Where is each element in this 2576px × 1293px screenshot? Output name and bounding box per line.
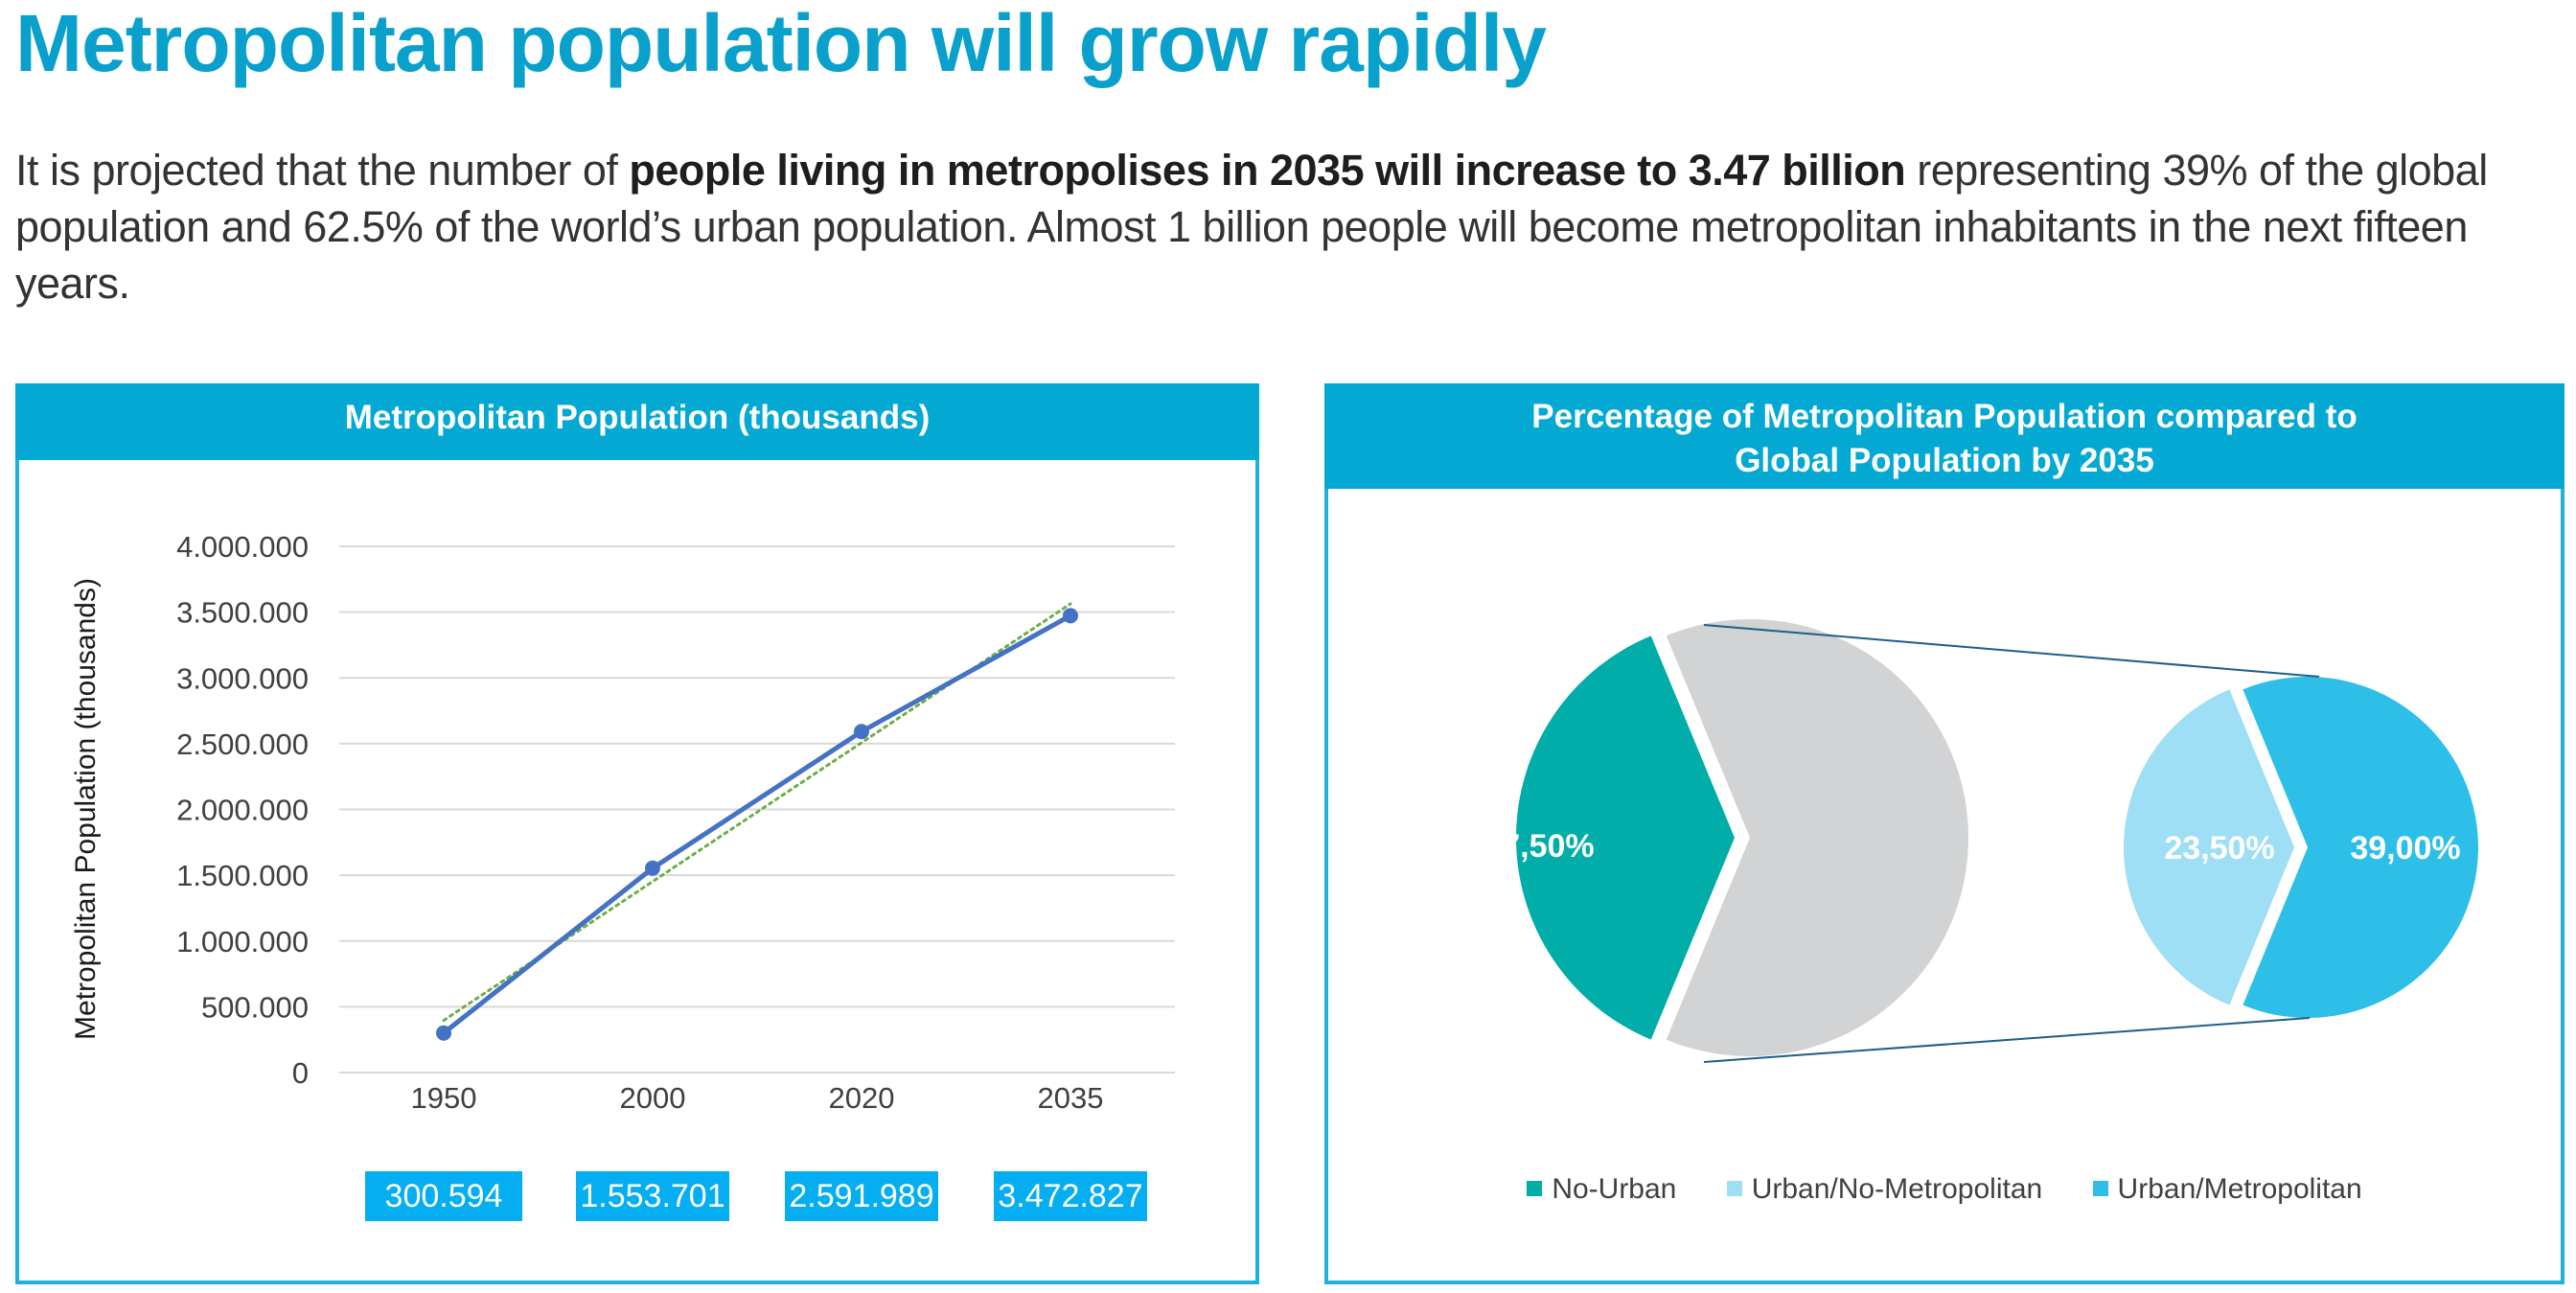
legend-label-urban-metropolitan: Urban/Metropolitan bbox=[2117, 1173, 2362, 1205]
connector-line-top bbox=[1703, 624, 2320, 678]
x-tick-label: 2035 bbox=[1038, 1081, 1104, 1115]
slice-urban-no-metropolitan bbox=[2124, 689, 2294, 1005]
line-chart-panel: Metropolitan Population (thousands) 0 500… bbox=[15, 383, 1259, 1284]
pie-chart-title-line-2: Global Population by 2035 bbox=[1735, 442, 2154, 479]
y-tick-label: 4.000.000 bbox=[176, 530, 309, 564]
legend-item-no-urban: No-Urban bbox=[1527, 1173, 1676, 1206]
legend-swatch-urban-metropolitan bbox=[2092, 1181, 2108, 1196]
y-tick-label: 3.500.000 bbox=[176, 596, 309, 630]
value-label-2020: 2.591.989 bbox=[785, 1171, 938, 1221]
pie-of-pie-chart: 37,50% 23,50% 39,00% bbox=[1484, 619, 2478, 1063]
y-tick-label: 500.000 bbox=[201, 990, 309, 1024]
y-tick-label: 2.500.000 bbox=[176, 727, 309, 761]
value-label-2035: 3.472.827 bbox=[994, 1171, 1147, 1221]
page-title: Metropolitan population will grow rapidl… bbox=[15, 0, 1547, 88]
line-chart-title: Metropolitan Population (thousands) bbox=[15, 383, 1259, 460]
data-point bbox=[645, 860, 660, 876]
pie-legend: No-Urban Urban/No-Metropolitan Urban/Met… bbox=[1328, 1173, 2561, 1206]
y-tick-label: 1.000.000 bbox=[176, 925, 309, 958]
y-axis-label: Metropolitan Population (thousands) bbox=[70, 578, 102, 1040]
line-chart: 0 500.000 1.000.000 1.500.000 2.000.000 2.500… bbox=[70, 530, 1175, 1115]
x-tick-label: 1950 bbox=[411, 1081, 477, 1115]
series-line bbox=[442, 613, 1072, 1035]
legend-item-urban-metropolitan: Urban/Metropolitan bbox=[2092, 1173, 2362, 1206]
data-label-urban-metropolitan: 39,00% bbox=[2350, 830, 2460, 866]
slice-urban-metropolitan bbox=[2242, 677, 2478, 1018]
pie-chart-title: Percentage of Metropolitan Population co… bbox=[1324, 383, 2564, 489]
data-point bbox=[436, 1025, 451, 1041]
x-tick-label: 2000 bbox=[620, 1081, 686, 1115]
data-point bbox=[854, 724, 869, 740]
x-tick-label: 2020 bbox=[829, 1081, 895, 1115]
data-label-urban-no-metropolitan: 23,50% bbox=[2164, 830, 2274, 866]
intro-paragraph: It is projected that the number of peopl… bbox=[15, 142, 2564, 312]
slice-urban bbox=[1666, 619, 1968, 1056]
intro-text-bold: people living in metropolises in 2035 wi… bbox=[629, 146, 1906, 195]
intro-text-start: It is projected that the number of bbox=[15, 146, 630, 195]
intro-text-end: representing 39% of the global populatio… bbox=[15, 146, 2488, 308]
value-label-1950: 300.594 bbox=[365, 1171, 522, 1221]
pie-chart-panel: Percentage of Metropolitan Population co… bbox=[1324, 383, 2564, 1284]
pie-chart-title-line-1: Percentage of Metropolitan Population co… bbox=[1531, 398, 2358, 435]
connector-line-bottom bbox=[1703, 1017, 2311, 1063]
y-tick-label: 2.000.000 bbox=[176, 794, 309, 827]
data-point bbox=[1063, 608, 1078, 624]
slice-no-urban bbox=[1516, 635, 1735, 1040]
y-tick-label: 0 bbox=[292, 1056, 309, 1090]
legend-label-urban-no-metropolitan: Urban/No-Metropolitan bbox=[1751, 1173, 2043, 1205]
data-label-no-urban: 37,50% bbox=[1484, 828, 1594, 865]
legend-item-urban-no-metropolitan: Urban/No-Metropolitan bbox=[1726, 1173, 2043, 1206]
y-tick-label: 1.500.000 bbox=[176, 859, 309, 892]
y-tick-label: 3.000.000 bbox=[176, 661, 309, 695]
legend-swatch-urban-no-metropolitan bbox=[1726, 1181, 1742, 1196]
value-label-2000: 1.553.701 bbox=[576, 1171, 729, 1221]
legend-swatch-no-urban bbox=[1527, 1181, 1543, 1196]
legend-label-no-urban: No-Urban bbox=[1552, 1173, 1677, 1205]
